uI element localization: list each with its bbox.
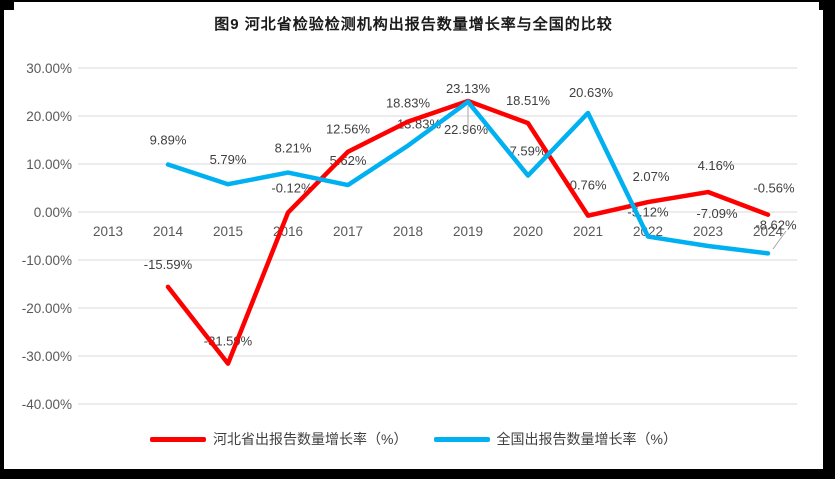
y-axis-tick-label: 0.00%	[34, 205, 72, 220]
x-axis-tick-label: 2017	[333, 224, 363, 239]
frame-corner-top-right	[819, 0, 835, 10]
data-label: 5.62%	[330, 153, 367, 168]
data-label: 22.96%	[444, 122, 489, 137]
data-label: 2.07%	[633, 169, 670, 184]
x-axis-tick-label: 2013	[93, 224, 123, 239]
chart-legend: 河北省出报告数量增长率（%） 全国出报告数量增长率（%）	[4, 429, 823, 449]
data-label: 8.21%	[275, 141, 312, 156]
legend-label-hebei: 河北省出报告数量增长率（%）	[213, 431, 408, 447]
chart-title: 图9 河北省检验检测机构出报告数量增长率与全国的比较	[214, 16, 613, 33]
chart-page: 图9 河北省检验检测机构出报告数量增长率与全国的比较 30.00% 20.00% 1…	[4, 2, 823, 469]
x-axis-tick-label: 2014	[153, 224, 184, 239]
legend-label-national: 全国出报告数量增长率（%）	[496, 431, 677, 447]
x-axis-tick-label: 2018	[393, 224, 423, 239]
legend-item-national[interactable]: 全国出报告数量增长率（%）	[433, 429, 677, 449]
y-axis-tick-label: -20.00%	[22, 301, 72, 316]
x-axis-tick-label: 2021	[573, 224, 603, 239]
legend-item-hebei[interactable]: 河北省出报告数量增长率（%）	[150, 429, 408, 449]
label-leader-line	[772, 230, 787, 250]
y-axis-tick-label: 20.00%	[26, 109, 72, 124]
series-line-national[interactable]	[165, 99, 771, 256]
data-label: -15.59%	[144, 257, 193, 272]
data-label: 4.16%	[698, 158, 735, 173]
hebei-line-swatch-icon	[150, 436, 207, 442]
y-axis-tick-label: 30.00%	[26, 61, 72, 76]
data-label: 5.79%	[210, 152, 247, 167]
data-label: 23.13%	[446, 81, 491, 96]
national-line-swatch-icon	[433, 436, 490, 442]
y-axis-tick-label: -40.00%	[22, 397, 72, 412]
x-axis-tick-label: 2020	[513, 224, 543, 239]
x-axis-tick-label: 2024	[753, 224, 784, 239]
data-label: 18.51%	[506, 93, 551, 108]
y-axis-tick-label: 10.00%	[26, 157, 72, 172]
y-axis-tick-label: -10.00%	[22, 253, 72, 268]
x-axis-tick-label: 2019	[453, 224, 483, 239]
data-label: -7.09%	[696, 206, 738, 221]
data-label: 20.63%	[569, 85, 614, 100]
data-label: -8.62%	[755, 217, 797, 232]
line-chart-canvas: 30.00% 20.00% 10.00% 0.00% -10.00% -20.00% -30…	[22, 61, 797, 412]
data-label: 9.89%	[150, 133, 187, 148]
data-label: -0.76%	[565, 178, 607, 193]
data-label: 7.59%	[510, 144, 547, 159]
data-label: 12.56%	[326, 122, 371, 137]
x-axis-tick-label: 2015	[213, 224, 243, 239]
frame-corner-top-left	[0, 0, 14, 10]
data-label: -0.56%	[753, 181, 795, 196]
data-label: 18.83%	[386, 96, 431, 111]
x-axis-tick-label: 2023	[693, 224, 723, 239]
y-axis-tick-label: -30.00%	[22, 349, 72, 364]
data-label: -0.12%	[271, 181, 313, 196]
